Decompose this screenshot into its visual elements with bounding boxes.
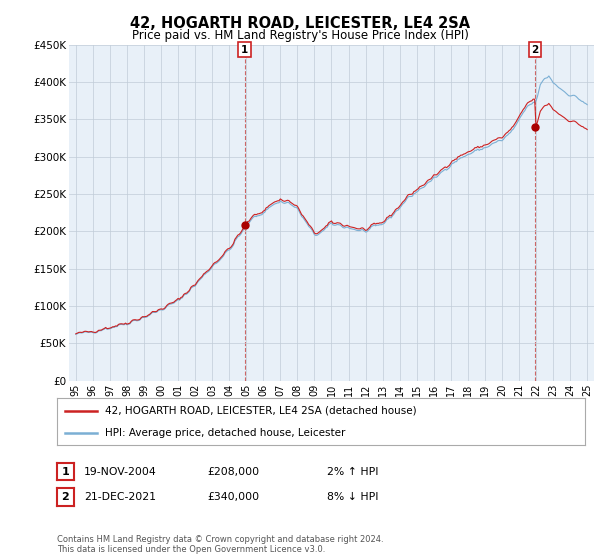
Text: HPI: Average price, detached house, Leicester: HPI: Average price, detached house, Leic…: [104, 428, 345, 438]
Text: £340,000: £340,000: [207, 492, 259, 502]
Text: 19-NOV-2004: 19-NOV-2004: [84, 466, 157, 477]
Text: 8% ↓ HPI: 8% ↓ HPI: [327, 492, 379, 502]
Text: 1: 1: [62, 466, 69, 477]
Text: 42, HOGARTH ROAD, LEICESTER, LE4 2SA: 42, HOGARTH ROAD, LEICESTER, LE4 2SA: [130, 16, 470, 31]
Text: £208,000: £208,000: [207, 466, 259, 477]
Text: Contains HM Land Registry data © Crown copyright and database right 2024.
This d: Contains HM Land Registry data © Crown c…: [57, 535, 383, 554]
Text: 2: 2: [62, 492, 69, 502]
Text: 1: 1: [241, 45, 248, 55]
Text: 2% ↑ HPI: 2% ↑ HPI: [327, 466, 379, 477]
Text: 2: 2: [532, 45, 539, 55]
Text: 21-DEC-2021: 21-DEC-2021: [84, 492, 156, 502]
Text: Price paid vs. HM Land Registry's House Price Index (HPI): Price paid vs. HM Land Registry's House …: [131, 29, 469, 42]
Text: 42, HOGARTH ROAD, LEICESTER, LE4 2SA (detached house): 42, HOGARTH ROAD, LEICESTER, LE4 2SA (de…: [104, 406, 416, 416]
